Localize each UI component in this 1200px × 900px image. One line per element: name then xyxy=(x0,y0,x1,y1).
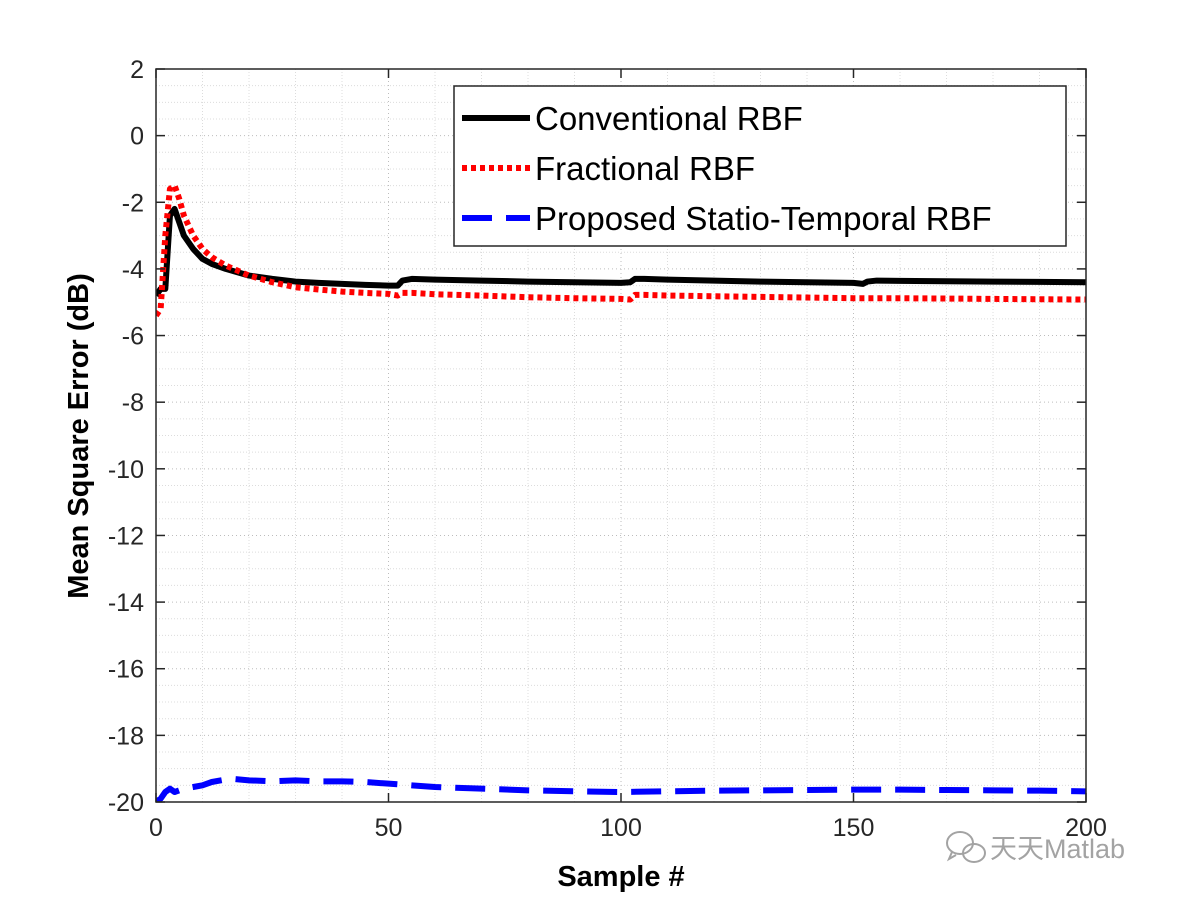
legend: Conventional RBF Fractional RBF Proposed… xyxy=(453,85,1067,247)
legend-box xyxy=(453,85,1067,247)
watermark-text: 天天Matlab xyxy=(990,834,1125,864)
x-tick-label: 200 xyxy=(1065,814,1107,842)
y-tick-label: -14 xyxy=(108,589,144,617)
y-tick-label: -18 xyxy=(108,722,144,750)
x-tick-label: 100 xyxy=(600,814,642,842)
x-tick-label: 0 xyxy=(149,814,163,842)
x-tick-labels: 0 50 100 150 200 xyxy=(149,814,1107,842)
series-layer xyxy=(156,182,1086,802)
y-tick-label: -12 xyxy=(108,522,144,550)
y-tick-label: 2 xyxy=(130,56,144,84)
series-line-fractional xyxy=(156,182,1086,318)
y-tick-label: -2 xyxy=(122,189,144,217)
axis-ticks xyxy=(155,68,1087,803)
x-tick-label: 150 xyxy=(833,814,875,842)
y-tick-labels: 2 0 -2 -4 -6 -8 -10 -12 -14 -16 -18 -20 xyxy=(108,56,144,817)
legend-label-fractional: Fractional RBF xyxy=(535,150,755,187)
legend-label-proposed: Proposed Statio-Temporal RBF xyxy=(535,200,992,237)
y-tick-label: 0 xyxy=(130,123,144,151)
watermark: 天天Matlab xyxy=(946,831,1125,864)
y-tick-label: -6 xyxy=(122,323,144,351)
y-tick-label: -20 xyxy=(108,789,144,817)
x-tick-label: 50 xyxy=(375,814,403,842)
x-axis-label: Sample # xyxy=(557,861,684,893)
series-line-proposed xyxy=(156,775,1086,802)
y-tick-label: -8 xyxy=(122,389,144,417)
series-line-conventional xyxy=(156,205,1086,298)
wechat-icon xyxy=(946,831,986,863)
y-axis-label: Mean Square Error (dB) xyxy=(63,273,95,599)
legend-label-conventional: Conventional RBF xyxy=(535,100,803,137)
y-tick-label: -4 xyxy=(122,256,144,284)
y-tick-label: -10 xyxy=(108,456,144,484)
y-tick-label: -16 xyxy=(108,656,144,684)
